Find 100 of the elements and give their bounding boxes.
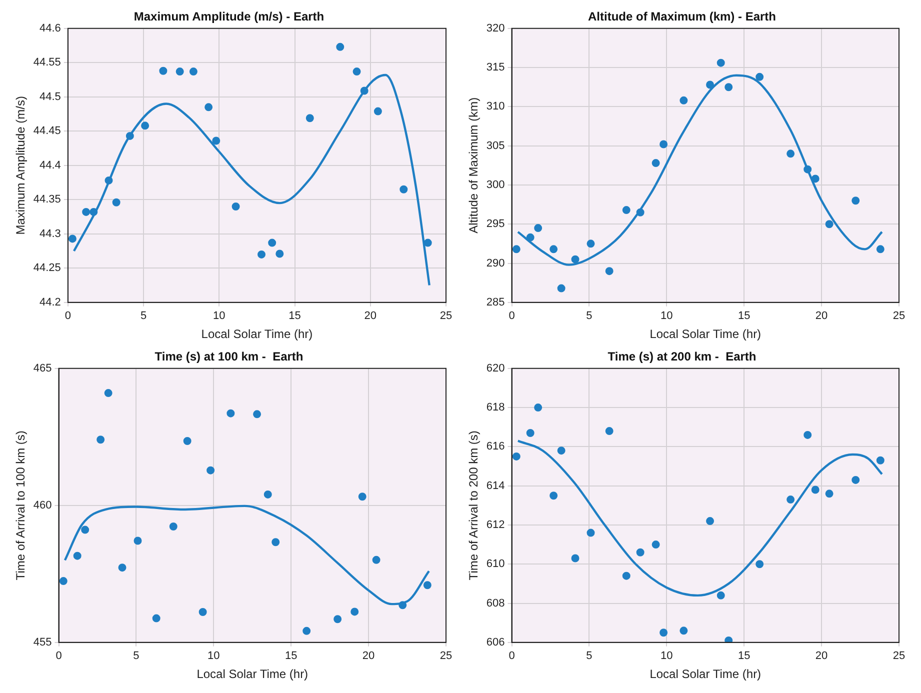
point xyxy=(176,68,184,76)
x-tick-label: 25 xyxy=(440,310,452,322)
y-tick-label: 310 xyxy=(486,100,505,113)
point xyxy=(400,185,408,194)
x-tick-label: 5 xyxy=(140,310,147,322)
point xyxy=(141,122,150,130)
y-tick-label: 44.2 xyxy=(40,296,61,308)
point xyxy=(112,198,120,206)
point xyxy=(571,255,580,264)
point xyxy=(198,608,207,616)
y-tick-label: 455 xyxy=(33,636,52,648)
x-axis-title: Local Solar Time (hr) xyxy=(650,667,762,682)
point xyxy=(811,174,820,183)
y-axis-title: Time of Arrival to 100 km (s) xyxy=(14,430,28,580)
x-tick-label: 10 xyxy=(660,650,673,662)
x-axis-title: Local Solar Time (hr) xyxy=(196,667,308,682)
y-tick-label: 606 xyxy=(486,636,505,648)
x-tick-label: 10 xyxy=(660,310,673,322)
point xyxy=(557,284,566,292)
point xyxy=(59,577,68,586)
point xyxy=(276,250,284,258)
point xyxy=(374,107,382,116)
point xyxy=(350,608,359,616)
y-tick-label: 295 xyxy=(486,218,505,230)
y-tick-label: 44.25 xyxy=(33,262,61,274)
point xyxy=(852,196,860,205)
point xyxy=(550,492,558,500)
point xyxy=(358,492,366,501)
point xyxy=(253,410,262,418)
point xyxy=(360,86,368,95)
point xyxy=(81,526,90,534)
point xyxy=(652,540,660,549)
chart-title: Time (s) at 100 km - Earth xyxy=(154,350,304,364)
point xyxy=(96,436,105,444)
line-series xyxy=(516,74,884,266)
point xyxy=(189,68,198,76)
y-axis-title: Time of Arrival to 200 km (s) xyxy=(466,430,481,580)
x-tick-label: 15 xyxy=(288,310,301,322)
point xyxy=(660,140,668,148)
x-axis-title: Local Solar Time (hr) xyxy=(201,327,313,342)
y-tick-label: 44.45 xyxy=(33,125,61,138)
y-tick-label: 44.5 xyxy=(40,90,61,103)
y-tick-label: 300 xyxy=(486,179,505,192)
point xyxy=(212,136,220,145)
chart-title: Time (s) at 200 km - Earth xyxy=(608,350,756,364)
point xyxy=(680,96,688,104)
point xyxy=(605,267,614,276)
y-tick-label: 44.3 xyxy=(40,228,61,240)
y-tick-label: 612 xyxy=(486,519,505,532)
x-axis-title: Local Solar Time (hr) xyxy=(650,327,762,342)
point xyxy=(636,208,644,216)
point xyxy=(852,476,860,484)
x-tick-label: 20 xyxy=(362,650,375,662)
point xyxy=(534,224,542,232)
y-axis-title: Maximum Amplitude (m/s) xyxy=(14,96,28,235)
x-tick-label: 10 xyxy=(208,650,220,662)
y-tick-label: 44.35 xyxy=(33,194,61,206)
x-tick-label: 0 xyxy=(508,650,515,662)
point xyxy=(660,628,668,637)
y-tick-label: 290 xyxy=(486,257,505,270)
point xyxy=(152,614,160,622)
point xyxy=(423,581,432,590)
point xyxy=(204,103,213,112)
point xyxy=(534,404,542,412)
x-tick-label: 10 xyxy=(213,310,226,322)
x-tick-label: 15 xyxy=(738,650,750,662)
x-tick-label: 25 xyxy=(892,650,906,662)
x-tick-label: 15 xyxy=(284,650,298,662)
point xyxy=(557,446,566,455)
point xyxy=(680,626,688,635)
y-tick-label: 618 xyxy=(486,402,505,414)
point xyxy=(586,240,595,248)
y-tick-label: 620 xyxy=(486,362,505,374)
point xyxy=(512,245,520,254)
point xyxy=(636,548,644,556)
x-tick-label: 0 xyxy=(64,310,71,322)
x-tick-label: 20 xyxy=(364,310,377,322)
point xyxy=(876,245,884,254)
point xyxy=(786,496,795,504)
point xyxy=(258,250,266,258)
y-tick-label: 305 xyxy=(486,140,505,152)
point xyxy=(372,556,380,564)
line-series xyxy=(516,440,884,597)
x-tick-label: 0 xyxy=(508,310,515,322)
point xyxy=(306,114,314,122)
point xyxy=(804,430,812,439)
point xyxy=(716,58,725,67)
y-tick-label: 320 xyxy=(486,22,505,34)
point xyxy=(169,522,178,530)
point xyxy=(512,452,520,460)
y-tick-label: 285 xyxy=(486,296,505,308)
y-tick-label: 44.55 xyxy=(33,56,61,69)
point xyxy=(82,208,90,216)
point xyxy=(756,560,764,568)
point xyxy=(706,80,714,89)
point xyxy=(226,409,235,418)
y-tick-label: 610 xyxy=(486,558,505,570)
point xyxy=(876,456,884,464)
point xyxy=(336,42,344,51)
x-tick-label: 5 xyxy=(133,650,140,662)
